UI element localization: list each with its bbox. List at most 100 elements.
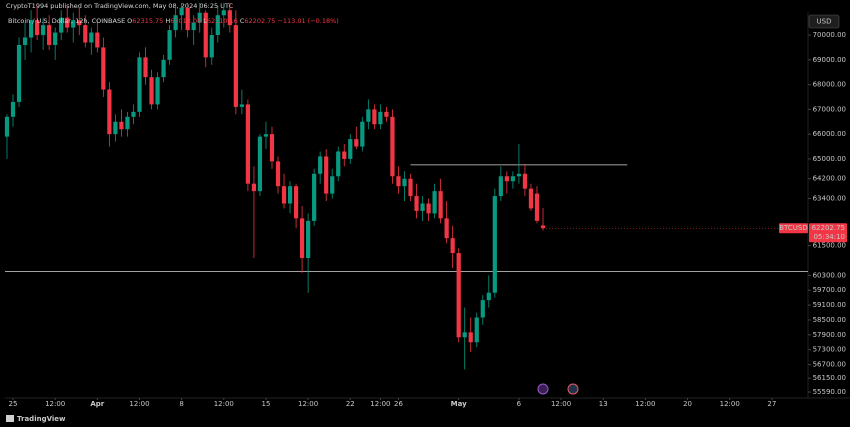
candle-body [366,109,371,122]
flag-icon[interactable] [567,383,579,395]
candle-body [408,178,413,197]
x-tick-label: 12:00 [551,400,571,408]
event-icon[interactable] [537,383,549,395]
y-tick-label: 69000.00 [813,56,846,64]
candle-body [251,183,257,192]
candle-body [432,191,437,214]
candle-body [299,218,305,259]
candle-body [137,57,142,112]
candle-body [540,225,546,229]
candle-body [77,20,82,26]
candle-body [324,156,329,194]
candle-body [414,196,419,211]
candle-body [450,238,455,254]
y-tick-label: 59700.00 [813,286,846,294]
credit: CryptoT1994 published on TradingView.com… [6,2,234,10]
x-tick-label: 12:00 [45,400,65,408]
y-tick-label: 57900.00 [813,331,846,339]
candle-body [348,139,353,159]
y-tick-label: 64200.00 [813,175,846,183]
candle-body [215,15,220,36]
candle-body [534,193,540,221]
candle-body [221,10,226,16]
candle-body [330,176,335,194]
candle-body [378,111,383,125]
x-tick-label: 8 [179,400,183,408]
candle-body [89,32,94,43]
candle-body [167,30,172,60]
candle-body [342,151,347,159]
x-tick-label: 22 [346,400,355,408]
x-tick-label: 27 [767,400,776,408]
candle-body [185,7,190,31]
candle-body [4,116,10,137]
ohlc-label: L [203,17,207,25]
candle-body [281,186,287,204]
logo-mark [6,415,14,422]
candle-body [372,109,377,125]
candle-body [34,20,40,36]
candle-body [119,121,124,130]
ohlc-label: C [240,17,245,25]
x-tick-label: 25 [9,400,18,408]
candle-body [197,12,202,23]
last-price: 62202.75 [812,224,845,232]
candle-body [396,176,401,187]
currency[interactable]: USD [817,18,832,26]
candle-body [191,22,196,31]
candle-body [384,111,389,117]
candle-body [101,47,106,90]
x-tick-label: 12:00 [298,400,318,408]
legend-title: Bitcoin / U.S. Dollar, 12h, COINBASE [8,17,125,25]
candle-body [480,300,485,318]
candle-body [293,186,299,219]
brand: TradingView [17,415,66,423]
candle-body [245,104,251,184]
candle-body [287,186,293,204]
candle-body [318,156,323,174]
x-tick-label: Apr [90,400,104,408]
candle-body [53,32,58,45]
candle-body [263,134,269,137]
y-tick-label: 61500.00 [813,242,846,250]
candle-body [354,139,359,147]
y-tick-label: 67000.00 [813,105,846,113]
candle-body [516,173,522,177]
candle-body [390,116,395,177]
y-tick-label: 63400.00 [813,195,846,203]
legend: Bitcoin / U.S. Dollar, 12h, COINBASE O623… [8,17,339,25]
candle-body [360,121,365,147]
candle-body [203,12,208,58]
candle-body [438,191,443,219]
candle-body [161,59,166,78]
candle-body [420,203,425,211]
candle-body [402,178,407,187]
x-tick-label: 12:00 [214,400,234,408]
candle-body [47,25,52,45]
candle-body [312,173,317,221]
candle-body [143,57,148,78]
x-tick-label: 12:00 [129,400,149,408]
candle-body [504,176,509,182]
countdown: 05:34:10 [814,233,845,241]
candle-body [10,101,16,117]
candle-body [95,32,100,48]
y-tick-label: 59100.00 [813,301,846,309]
ohlc-label: H [165,17,170,25]
candle-body [41,25,46,36]
ohlc-value: 63013.05 [170,17,201,25]
logo [6,415,14,422]
candle-body [474,317,479,343]
currency-box[interactable] [808,14,840,29]
x-tick-label: 12:00 [635,400,655,408]
candle-body [173,15,178,31]
candle-body [306,220,311,259]
change: −113.01 (−0.18%) [277,17,338,25]
y-tick-label: 56700.00 [813,361,846,369]
candle-body [239,104,244,107]
x-tick-label: 6 [517,400,522,408]
symbol-box [779,223,808,234]
candle-body [16,44,22,102]
candle-body [522,173,528,189]
